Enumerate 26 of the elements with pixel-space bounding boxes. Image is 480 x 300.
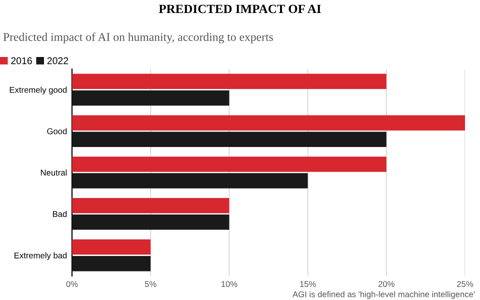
x-tick-label: 15% [300, 281, 316, 287]
y-tick-label: Neutral [40, 169, 67, 176]
bar [72, 90, 230, 106]
y-tick-label: Good [47, 128, 67, 134]
y-tick-label: Extremely good [10, 86, 67, 94]
bar [72, 156, 386, 172]
chart-subtitle: Predicted impact of AI on humanity, according to experts [3, 32, 273, 44]
y-tick-label: Bad [52, 210, 67, 217]
x-tick-label: 25% [457, 281, 474, 287]
chart-title: PREDICTED IMPACT OF AI [158, 4, 321, 14]
legend-label: 2022 [47, 57, 68, 64]
bar [72, 115, 465, 130]
x-tick-label: 0% [66, 281, 78, 287]
bar [72, 239, 151, 255]
bar [72, 198, 230, 214]
bar [72, 173, 308, 188]
bar [72, 132, 386, 147]
y-tick-label: Extremely bad [14, 252, 67, 260]
legend-label: 2016 [11, 57, 32, 64]
bar [72, 214, 230, 230]
x-tick-label: 20% [378, 281, 394, 287]
text: AGI is defined as 'high-level machine intelligence' [292, 291, 475, 299]
bar [72, 256, 151, 272]
x-tick-label: 5% [144, 281, 156, 287]
bar [72, 74, 386, 90]
x-tick-label: 10% [221, 281, 238, 287]
